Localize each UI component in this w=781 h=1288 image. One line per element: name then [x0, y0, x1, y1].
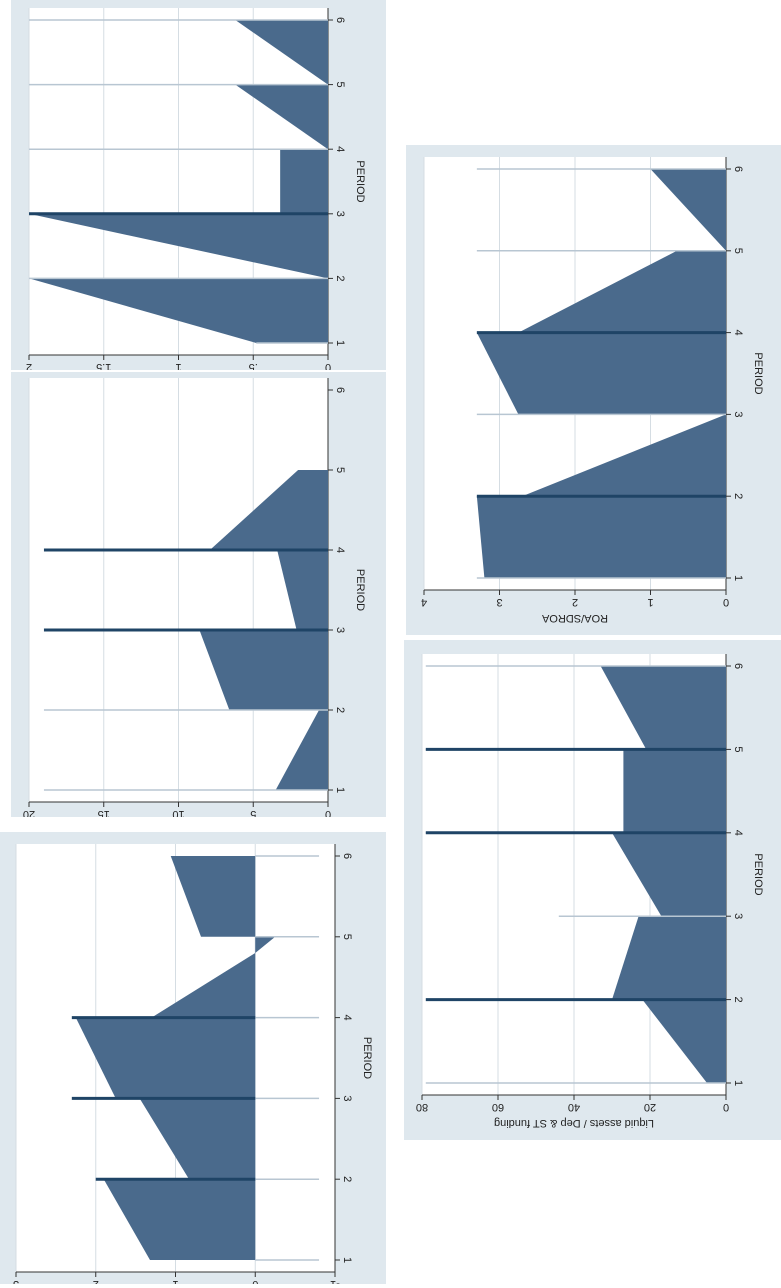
x-tick-label: 4	[732, 330, 744, 336]
x-tick-label: 6	[732, 663, 744, 669]
y-tick-label: 0	[325, 361, 331, 370]
x-tick-label: 5	[341, 934, 353, 940]
x-tick-label: 3	[334, 627, 346, 633]
y-tick-label: 0	[723, 596, 729, 608]
y-tick-label: 2	[26, 361, 32, 370]
area-segment	[280, 149, 328, 214]
x-tick-label: 4	[341, 1015, 353, 1021]
area-segment	[476, 496, 726, 578]
y-tick-label: 20	[23, 808, 35, 817]
x-tick-label: 1	[732, 1080, 744, 1086]
area-segment	[612, 916, 726, 1000]
area-segment	[476, 332, 726, 415]
x-tick-label: 3	[732, 913, 744, 919]
area-segment	[612, 832, 726, 917]
x-tick-label: 6	[732, 166, 744, 172]
area-segment	[650, 169, 726, 251]
chart-nploan: 12345605101520PERIODNploan/Loan	[23, 378, 366, 817]
x-tick-label: 1	[334, 340, 346, 346]
y-axis-title: ROA/SDROA	[541, 612, 608, 624]
area-segment	[522, 414, 726, 497]
x-tick-label: 6	[334, 387, 346, 393]
y-tick-label: 3	[13, 1278, 19, 1284]
x-tick-label: 5	[732, 248, 744, 254]
x-tick-label: 6	[341, 853, 353, 859]
y-axis-title: Liquid assets / Dep & ST funding	[494, 1117, 654, 1129]
x-axis-title: PERIOD	[361, 1037, 373, 1079]
area-segment	[170, 856, 256, 937]
x-tick-label: 2	[334, 707, 346, 713]
y-tick-label: 1	[172, 1278, 178, 1284]
chart-panel-nploan: 12345605101520PERIODNploan/Loan	[11, 372, 386, 817]
x-axis-title: PERIOD	[752, 352, 764, 394]
x-axis-title: PERIOD	[354, 569, 366, 611]
x-tick-label: 2	[732, 493, 744, 499]
x-tick-label: 4	[732, 830, 744, 836]
y-tick-label: 10	[172, 808, 184, 817]
x-tick-label: 4	[334, 146, 346, 152]
area-segment	[29, 278, 328, 343]
x-tick-label: 2	[341, 1176, 353, 1182]
area-segment	[623, 749, 726, 833]
chart-panel-roa: 1 2 3 4 5 6 0 1 2 3 4 PERIOD ROA/SDROA	[406, 145, 781, 635]
x-tick-label: 3	[334, 211, 346, 217]
x-tick-label: 5	[334, 467, 346, 473]
x-tick-label: 2	[732, 997, 744, 1003]
x-tick-label: 1	[732, 575, 744, 581]
area-segment	[139, 1098, 256, 1180]
y-tick-label: 40	[568, 1101, 580, 1113]
area-segment	[209, 470, 328, 550]
y-tick-label: .5	[249, 361, 258, 370]
area-segment	[275, 710, 328, 790]
y-tick-label: 1	[175, 361, 181, 370]
chart-roa: 1 2 3 4 5 6 0 1 2 3 4 PERIOD ROA/SDROA	[421, 157, 764, 624]
x-tick-label: 4	[334, 547, 346, 553]
x-tick-label: 1	[341, 1257, 353, 1263]
x-tick-label: 3	[732, 411, 744, 417]
x-tick-label: 2	[334, 275, 346, 281]
y-tick-label: 0	[723, 1101, 729, 1113]
area-segment	[518, 250, 726, 333]
y-tick-label: 1.5	[96, 361, 111, 370]
x-tick-label: 6	[334, 17, 346, 23]
area-segment	[600, 666, 726, 750]
x-axis-title: PERIOD	[752, 853, 764, 895]
y-tick-label: 20	[644, 1101, 656, 1113]
x-tick-label: 5	[732, 746, 744, 752]
x-axis-title: PERIOD	[354, 160, 366, 202]
y-tick-label: 1	[647, 596, 653, 608]
y-tick-label: 80	[416, 1101, 428, 1113]
y-tick-label: 60	[492, 1101, 504, 1113]
area-segment	[29, 213, 328, 279]
chart-panel-liquid: 1 2 3 4 5 6 0 20 40 60 80 PERIOD Liquid assets / Dep…	[404, 640, 781, 1140]
y-tick-label: 5	[250, 808, 256, 817]
x-tick-label: 3	[341, 1095, 353, 1101]
area-segment	[277, 550, 328, 630]
x-tick-label: 1	[334, 787, 346, 793]
area-segment	[255, 936, 276, 953]
y-tick-label: 0	[252, 1278, 258, 1284]
area-segment	[642, 999, 726, 1083]
y-tick-label: 15	[98, 808, 110, 817]
y-tick-label: 4	[421, 596, 427, 608]
y-tick-label: 2	[93, 1278, 99, 1284]
y-tick-label: 0	[325, 808, 331, 817]
area-segment	[199, 630, 328, 710]
y-tick-label: 2	[572, 596, 578, 608]
y-tick-label: -1	[330, 1278, 340, 1284]
area-segment	[103, 1179, 256, 1260]
area-segment	[75, 1017, 256, 1099]
x-tick-label: 5	[334, 82, 346, 88]
y-tick-label: 3	[496, 596, 502, 608]
